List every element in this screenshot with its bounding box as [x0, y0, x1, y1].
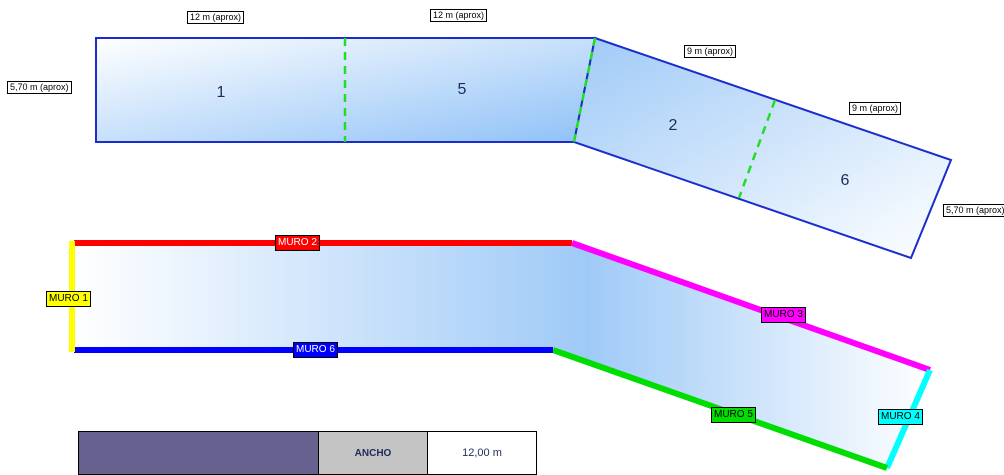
walls-plan-body: [74, 243, 930, 468]
wall-label-muro4: MURO 4: [878, 409, 923, 425]
divider-line-2-6: [737, 99, 777, 199]
table-row: ANCHO 12,00 m: [78, 431, 537, 475]
dimension-label-top-right: 12 m (aprox): [430, 9, 488, 22]
wall-label-muro1: MURO 1: [46, 291, 91, 307]
color-swatch-cell: [78, 431, 319, 475]
section-number-1: 1: [217, 84, 226, 101]
dimension-label-top-left: 12 m (aprox): [187, 11, 245, 24]
section-number-6: 6: [841, 172, 850, 189]
divider-line-5-2: [572, 37, 597, 143]
section-number-5: 5: [458, 81, 467, 98]
plan-right-block: [572, 36, 953, 260]
wall-label-muro6: MURO 6: [293, 342, 338, 358]
section-number-2: 2: [669, 117, 678, 134]
wall-label-muro3: MURO 3: [761, 307, 806, 323]
wall-label-muro5: MURO 5: [711, 407, 756, 423]
dimension-label-height-left: 5,70 m (aprox): [7, 81, 72, 94]
wall-label-muro2: MURO 2: [275, 235, 320, 251]
dimensions-table: ANCHO 12,00 m: [78, 431, 537, 475]
wall-line-muro3: [570, 240, 932, 373]
ancho-value-cell: 12,00 m: [427, 431, 537, 475]
dimension-label-diagonal-2: 9 m (aprox): [849, 102, 902, 115]
dimension-label-diagonal-1: 9 m (aprox): [684, 45, 737, 58]
ancho-header-cell: ANCHO: [318, 431, 428, 475]
dimension-label-height-right: 5,70 m (aprox): [943, 204, 1004, 217]
